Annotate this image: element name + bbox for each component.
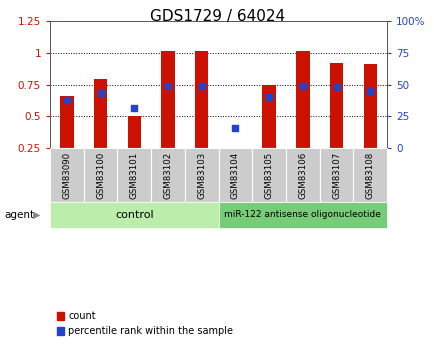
Bar	[194, 51, 208, 148]
Text: miR-122 antisense oligonucleotide: miR-122 antisense oligonucleotide	[224, 210, 381, 219]
Text: ▶: ▶	[33, 210, 40, 220]
Text: control: control	[115, 210, 153, 220]
Point	[131, 105, 138, 110]
Text: GSM83103: GSM83103	[197, 151, 206, 199]
Point	[332, 84, 339, 90]
Text: GSM83090: GSM83090	[62, 151, 71, 199]
Point	[299, 83, 306, 89]
Point	[366, 88, 373, 94]
Point	[97, 91, 104, 96]
Text: GSM83105: GSM83105	[264, 151, 273, 199]
Point	[231, 125, 238, 131]
Bar	[296, 51, 309, 148]
Point	[164, 83, 171, 89]
Text: agent: agent	[4, 210, 34, 220]
Text: GSM83106: GSM83106	[298, 151, 307, 199]
Legend: count, percentile rank within the sample: count, percentile rank within the sample	[53, 307, 237, 340]
Bar	[60, 96, 73, 148]
Bar	[329, 63, 342, 148]
Bar	[94, 79, 107, 148]
Text: GSM83104: GSM83104	[230, 151, 240, 199]
Bar	[127, 117, 141, 148]
Point	[265, 95, 272, 100]
Point	[63, 97, 70, 102]
Bar	[262, 85, 275, 148]
Text: GSM83107: GSM83107	[331, 151, 340, 199]
Text: GSM83101: GSM83101	[129, 151, 138, 199]
Text: GSM83100: GSM83100	[96, 151, 105, 199]
Point	[198, 83, 205, 89]
Bar	[161, 51, 174, 148]
Text: GDS1729 / 64024: GDS1729 / 64024	[150, 9, 284, 23]
Text: GSM83108: GSM83108	[365, 151, 374, 199]
Bar	[363, 64, 376, 148]
Text: GSM83102: GSM83102	[163, 151, 172, 199]
